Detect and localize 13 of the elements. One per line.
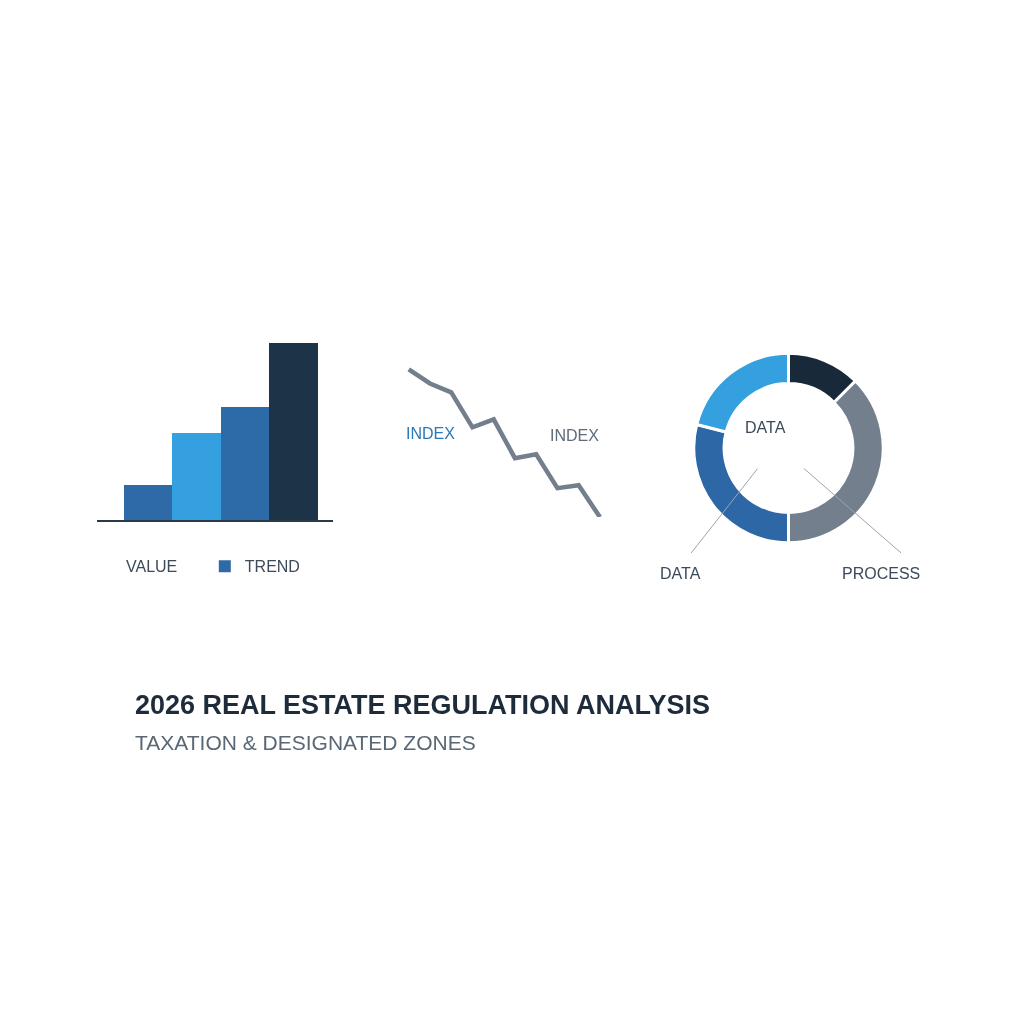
bar xyxy=(172,433,222,521)
text: TAXATION & DESIGNATED ZONES xyxy=(135,731,476,754)
legend-label: TREND xyxy=(244,558,300,576)
bar xyxy=(221,407,270,521)
bar xyxy=(124,485,173,521)
bar xyxy=(269,343,319,521)
x-axis-title: VALUE xyxy=(126,558,178,575)
text: DATA xyxy=(660,565,701,582)
text: 2026 REAL ESTATE REGULATION ANALYSIS xyxy=(135,690,711,720)
text: DATA xyxy=(745,419,786,436)
text: PROCESS xyxy=(842,565,921,582)
annotation: INDEX xyxy=(406,425,456,442)
annotation: INDEX xyxy=(550,427,600,444)
